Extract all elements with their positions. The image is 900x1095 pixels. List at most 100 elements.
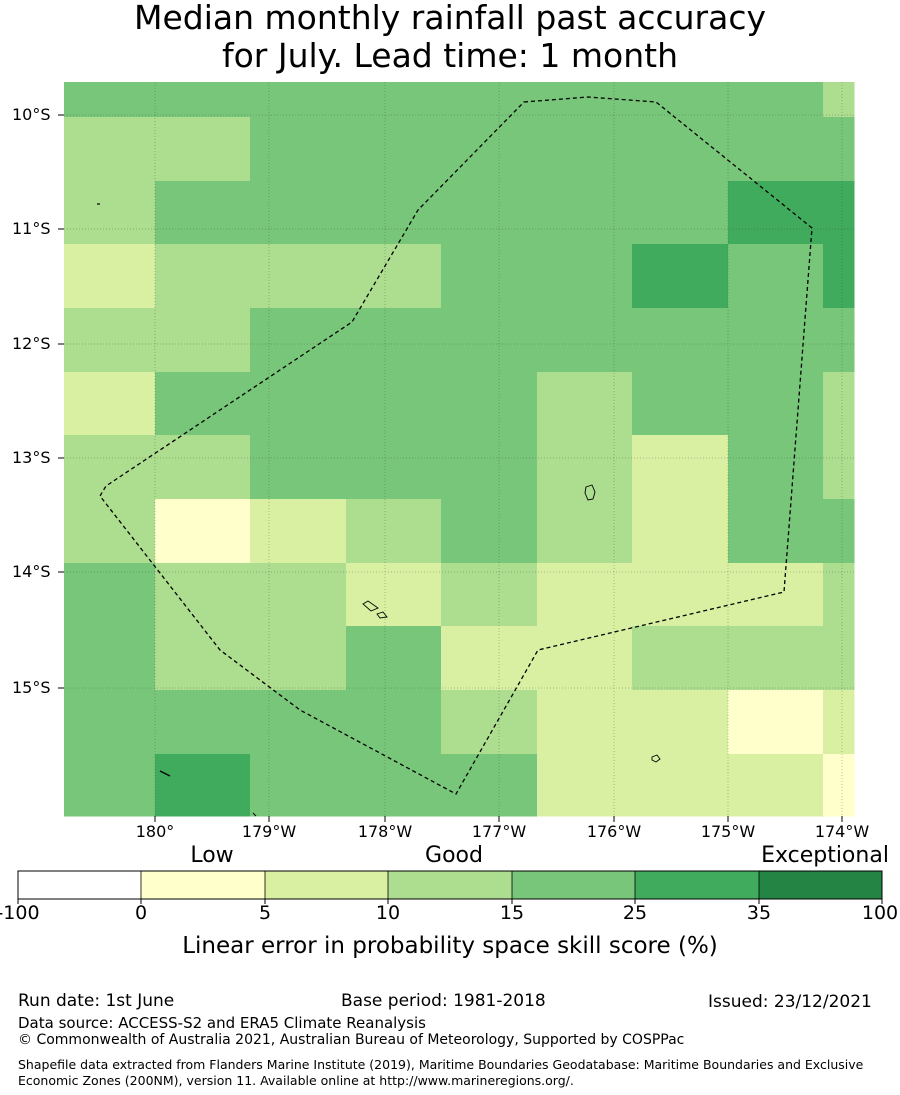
skill-cell: [728, 181, 824, 245]
skill-cell: [441, 435, 538, 500]
skill-cell: [441, 181, 538, 245]
skill-cell: [823, 563, 855, 627]
skill-cell: [64, 117, 156, 182]
skill-cell: [346, 435, 442, 500]
skill-cell: [441, 690, 538, 755]
skill-cell: [250, 626, 347, 691]
colorbar-tick: 25: [622, 902, 648, 924]
island-outline: [584, 484, 596, 501]
skill-cell: [64, 244, 156, 309]
skill-cell: [728, 563, 824, 627]
skill-cell: [155, 435, 251, 500]
skill-cell: [632, 308, 729, 373]
skill-cell: [250, 690, 347, 755]
skill-cell: [441, 244, 538, 309]
skill-cell: [64, 308, 156, 373]
legend-category-exceptional: Exceptional: [761, 843, 889, 868]
skill-cell: [728, 499, 824, 564]
colorbar-label: Linear error in probability space skill …: [182, 933, 718, 959]
skill-cell: [537, 499, 633, 564]
legend-category-good: Good: [425, 843, 483, 868]
base-period: Base period: 1981-2018: [341, 991, 546, 1011]
lat-label: 10°S: [12, 105, 51, 124]
graticule: [58, 82, 854, 822]
skill-cell: [250, 244, 347, 309]
skill-cell: [823, 372, 855, 436]
skill-cell: [346, 244, 442, 309]
skill-cell: [728, 244, 824, 309]
colorbar-tick: 0: [134, 902, 148, 924]
skill-cell: [346, 563, 442, 627]
skill-cell: [537, 563, 633, 627]
skill-cell: [155, 626, 251, 691]
skill-cell: [632, 244, 729, 309]
skill-cell: [632, 435, 729, 500]
skill-cell: [728, 435, 824, 500]
skill-cell: [441, 372, 538, 436]
skill-cell: [823, 690, 855, 755]
skill-cell: [632, 82, 729, 118]
island-outline: [159, 770, 171, 777]
skill-cell: [250, 499, 347, 564]
skill-cell: [632, 563, 729, 627]
skill-cell: [823, 435, 855, 500]
skill-cell: [632, 499, 729, 564]
skill-cell: [155, 372, 251, 436]
skill-grid: [64, 82, 855, 817]
skill-cell: [64, 181, 156, 245]
skill-cell: [155, 499, 251, 564]
skill-cell: [537, 308, 633, 373]
skill-cell: [346, 117, 442, 182]
skill-cell: [346, 372, 442, 436]
skill-cell: [155, 181, 251, 245]
skill-cell: [346, 308, 442, 373]
skill-cell: [537, 690, 633, 755]
skill-cell: [155, 82, 251, 118]
island-outline: [252, 812, 257, 817]
skill-cell: [346, 181, 442, 245]
colorbar-frame: [17, 870, 883, 900]
skill-cell: [823, 82, 855, 118]
skill-cell: [537, 754, 633, 817]
copyright: © Commonwealth of Australia 2021, Austra…: [18, 1032, 685, 1048]
skill-cell: [537, 181, 633, 245]
skill-cell: [632, 372, 729, 436]
skill-cell: [346, 754, 442, 817]
lon-label: 178°W: [357, 822, 413, 841]
island-outline: [376, 611, 388, 619]
skill-cell: [632, 690, 729, 755]
skill-cell: [632, 117, 729, 182]
issued-date: Issued: 23/12/2021: [708, 992, 872, 1012]
lat-label: 12°S: [12, 334, 51, 353]
skill-cell: [728, 308, 824, 373]
skill-cell: [823, 181, 855, 245]
run-date: Run date: 1st June: [18, 991, 175, 1011]
colorbar-swatch: [388, 871, 512, 899]
island-outline: [362, 600, 379, 612]
skill-cell: [441, 82, 538, 118]
skill-cell: [537, 435, 633, 500]
lat-label: 13°S: [12, 448, 51, 467]
lat-label: 15°S: [12, 678, 51, 697]
skill-cell: [250, 372, 347, 436]
skill-cell: [346, 626, 442, 691]
lon-label: 175°W: [700, 822, 756, 841]
lon-label: 180°: [135, 822, 175, 841]
skill-cell: [346, 690, 442, 755]
skill-cell: [632, 754, 729, 817]
shapefile-credit: Shapefile data extracted from Flanders M…: [18, 1057, 864, 1088]
skill-cell: [728, 626, 824, 691]
colorbar-swatch: [635, 871, 759, 899]
skill-cell: [64, 499, 156, 564]
skill-cell: [155, 308, 251, 373]
data-source: Data source: ACCESS-S2 and ERA5 Climate …: [18, 1014, 426, 1032]
skill-cell: [728, 372, 824, 436]
skill-cell: [250, 563, 347, 627]
colorbar: [17, 870, 883, 904]
skill-cell: [537, 372, 633, 436]
skill-cell: [823, 626, 855, 691]
skill-cell: [155, 754, 251, 817]
skill-cell: [155, 690, 251, 755]
skill-cell: [346, 82, 442, 118]
